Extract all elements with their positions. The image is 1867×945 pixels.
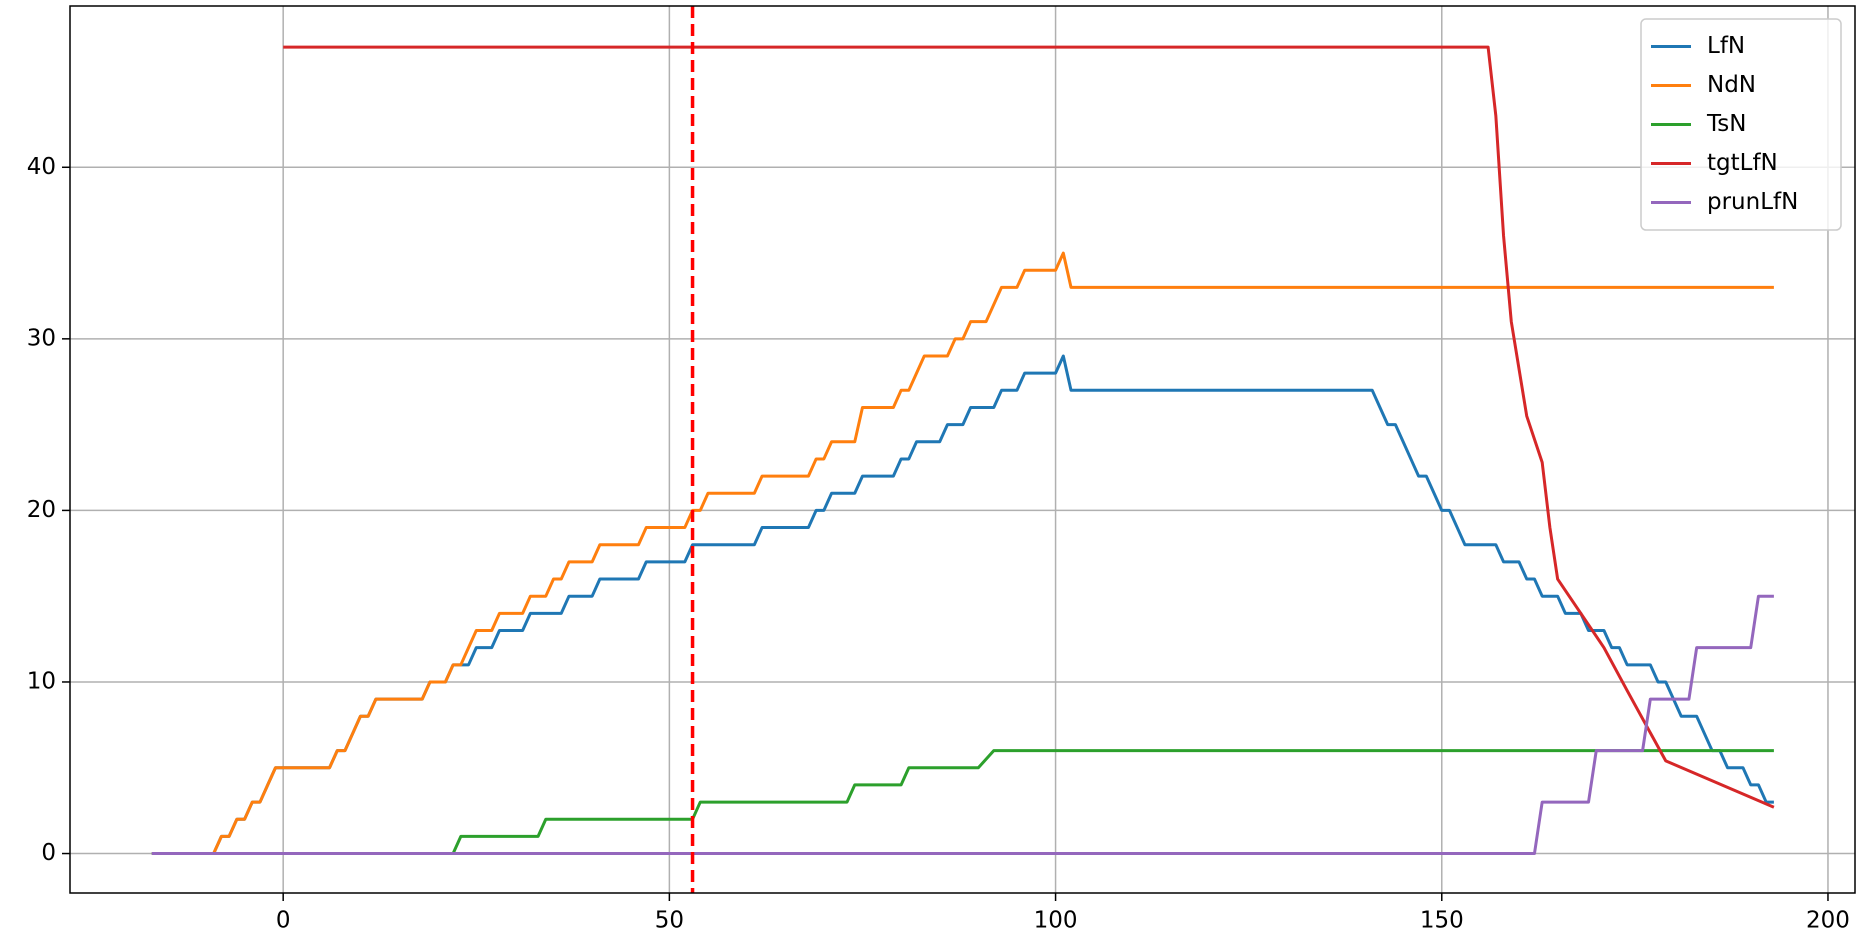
- legend-label: tgtLfN: [1707, 150, 1778, 176]
- legend-label: LfN: [1707, 33, 1745, 59]
- y-tick-label: 40: [27, 154, 56, 180]
- x-tick-label: 200: [1806, 908, 1850, 934]
- x-tick-label: 100: [1034, 908, 1078, 934]
- plot-frame: [69, 5, 1856, 894]
- series-line: [151, 251, 1774, 856]
- x-tick-label: 50: [655, 908, 684, 934]
- series-line: [283, 45, 1775, 809]
- series-line: [151, 749, 1774, 856]
- legend-box: [1640, 18, 1842, 231]
- legend-label: prunLfN: [1707, 189, 1798, 215]
- x-tick-label: 150: [1420, 908, 1464, 934]
- y-tick-label: 10: [27, 668, 56, 694]
- y-tick-label: 30: [27, 325, 56, 351]
- legend-label: TsN: [1706, 111, 1746, 137]
- series-line: [151, 594, 1774, 856]
- x-tick-label: 0: [276, 908, 291, 934]
- y-tick-label: 0: [41, 840, 56, 866]
- y-tick-label: 20: [27, 497, 56, 523]
- legend-label: NdN: [1707, 72, 1756, 98]
